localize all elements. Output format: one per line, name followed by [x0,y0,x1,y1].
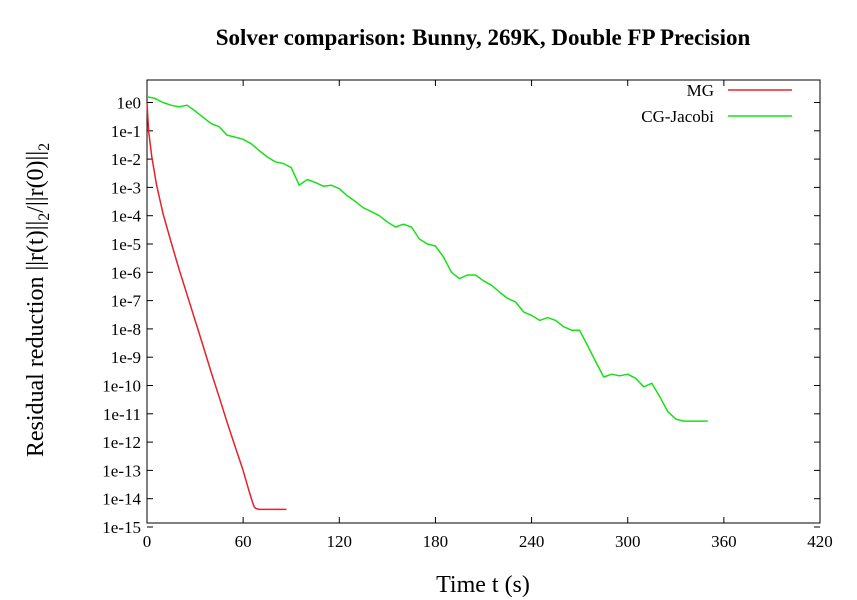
x-tick-label: 240 [519,532,545,551]
y-tick-label: 1e-3 [111,178,141,197]
x-tick-label: 120 [327,532,353,551]
y-tick-label: 1e-10 [102,377,141,396]
y-tick-label: 1e-6 [111,263,141,282]
y-tick-label: 1e-11 [103,405,141,424]
y-axis-label: Residual reduction ||r(t)||2/||r(0)||2 [23,143,53,457]
y-tick-label: 1e-9 [111,348,141,367]
legend-label-mg: MG [687,81,714,100]
y-tick-label: 1e0 [116,94,141,113]
x-axis-label: Time t (s) [436,572,530,598]
chart-title: Solver comparison: Bunny, 269K, Double F… [216,25,751,50]
x-tick-label: 300 [615,532,641,551]
y-tick-label: 1e-14 [102,490,141,509]
x-tick-label: 60 [235,532,252,551]
x-tick-label: 0 [143,532,152,551]
x-tick-label: 420 [807,532,833,551]
y-tick-label: 1e-15 [102,518,141,537]
plot-frame [146,79,821,524]
y-tick-label: 1e-5 [111,235,141,254]
series-line-mg [146,102,287,511]
series-layer [146,95,708,511]
x-tick-label: 360 [711,532,737,551]
y-tick-label: 1e-8 [111,320,141,339]
y-tick-label: 1e-2 [111,150,141,169]
y-tick-label: 1e-4 [111,207,142,226]
y-axis: 1e0 1e-1 1e-2 1e-3 1e-4 1e-5 1e-6 1e-7 1e-8 1e-9 1… [102,94,820,537]
y-tick-label: 1e-13 [102,461,141,480]
y-tick-label: 1e-7 [111,292,142,311]
series-line-cg-jacobi [146,95,708,422]
y-tick-label: 1e-1 [111,122,141,141]
y-tick-label: 1e-12 [102,433,141,452]
x-axis: 0 60 120 180 240 300 360 420 [143,80,833,551]
legend: MG CG-Jacobi [641,81,792,126]
x-tick-label: 180 [423,532,449,551]
legend-label-cg-jacobi: CG-Jacobi [641,107,714,126]
